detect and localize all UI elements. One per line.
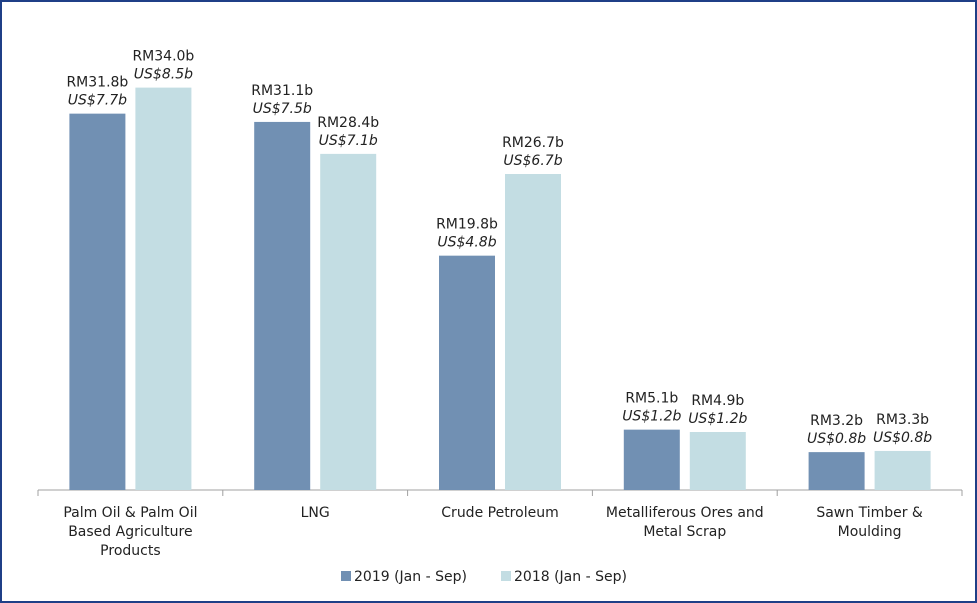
data-label-rm: RM3.2b <box>810 413 863 429</box>
data-label-usd: US$6.7b <box>503 153 562 169</box>
legend-label: 2018 (Jan - Sep) <box>514 569 627 585</box>
data-label-rm: RM5.1b <box>625 391 678 407</box>
category-labels: Palm Oil & Palm Oil Based Agriculture Prod… <box>63 505 923 559</box>
data-label-usd: US$7.7b <box>68 93 127 109</box>
category-label: Metalliferous Ores and <box>606 505 764 521</box>
legend-swatch <box>341 571 351 581</box>
bar-2018 <box>505 174 561 490</box>
bar-2019 <box>808 452 865 490</box>
data-label-usd: US$4.8b <box>437 235 496 251</box>
data-label-rm: RM4.9b <box>691 393 744 409</box>
data-label-rm: RM3.3b <box>876 412 929 428</box>
legend: 2019 (Jan - Sep) 2018 (Jan - Sep) <box>341 569 627 585</box>
category-label: Based Agriculture <box>68 524 192 540</box>
bars <box>69 87 931 490</box>
data-label-rm: RM26.7b <box>502 135 564 151</box>
data-label-rm: RM28.4b <box>317 115 379 131</box>
bar-2018 <box>135 87 192 490</box>
data-label-usd: US$7.5b <box>253 101 312 117</box>
category-label: Products <box>100 543 160 559</box>
bar-2019 <box>254 121 311 490</box>
data-label-rm: RM19.8b <box>436 217 498 233</box>
category-label: Metal Scrap <box>643 524 726 540</box>
data-label-usd: US$0.8b <box>873 430 932 446</box>
bar-2019 <box>439 255 495 490</box>
legend-label: 2019 (Jan - Sep) <box>354 569 467 585</box>
legend-swatch <box>501 571 511 581</box>
category-label: LNG <box>301 505 330 521</box>
data-label-usd: US$1.2b <box>622 409 681 425</box>
data-label-rm: RM31.8b <box>66 75 128 91</box>
bar-2018 <box>689 432 746 490</box>
data-label-usd: US$8.5b <box>134 67 193 83</box>
bar-2018 <box>874 450 931 490</box>
data-label-rm: RM31.1b <box>251 83 313 99</box>
data-label-usd: US$0.8b <box>807 431 866 447</box>
category-label: Sawn Timber & <box>816 505 923 521</box>
data-label-usd: US$7.1b <box>319 133 378 149</box>
bar-2019 <box>69 113 126 490</box>
category-label: Palm Oil & Palm Oil <box>63 505 197 521</box>
data-labels: US$7.7b RM31.8b US$8.5b RM34.0b US$7.5b RM31.… <box>66 49 932 448</box>
bar-2019 <box>623 429 680 490</box>
data-label-usd: US$1.2b <box>688 411 747 427</box>
category-label: Moulding <box>838 524 902 540</box>
category-label: Crude Petroleum <box>441 505 558 521</box>
data-label-rm: RM34.0b <box>132 49 194 65</box>
bar-2018 <box>320 153 377 490</box>
x-axis <box>37 489 963 496</box>
